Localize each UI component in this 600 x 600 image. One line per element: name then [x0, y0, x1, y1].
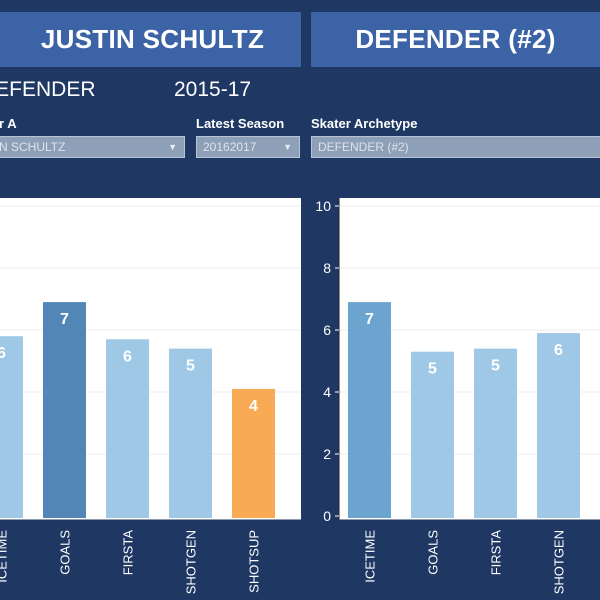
- archetype-filter-label: Skater Archetype: [311, 116, 418, 131]
- archetype-bar: [537, 333, 580, 518]
- chevron-down-icon[interactable]: ▼: [168, 142, 177, 152]
- player-bar: [0, 336, 23, 518]
- player-category-label: SHOTGEN: [184, 530, 199, 594]
- player-bar: [169, 348, 212, 518]
- player-dropdown[interactable]: N SCHULTZ ▼: [0, 136, 185, 158]
- archetype-y-tick-label: 8: [323, 260, 331, 276]
- player-category-label: SHOTSUP: [247, 530, 262, 593]
- player-bar-label: 6: [0, 345, 6, 362]
- season-dropdown[interactable]: 20162017 ▼: [196, 136, 300, 158]
- archetype-y-tick-label: 6: [323, 322, 331, 338]
- player-name-banner: JUSTIN SCHULTZ: [0, 12, 301, 67]
- archetype-dropdown-value: DEFENDER (#2): [318, 140, 409, 154]
- archetype-category-label: SHOTGEN: [552, 530, 567, 594]
- archetype-banner: DEFENDER (#2): [311, 12, 600, 67]
- archetype-title: DEFENDER (#2): [355, 24, 556, 54]
- archetype-bar-label: 5: [491, 358, 500, 375]
- player-bar-label: 5: [186, 358, 195, 375]
- archetype-bar: [348, 302, 391, 518]
- archetype-y-tick-label: 10: [315, 198, 331, 214]
- seasons-text: 2015-17: [174, 78, 252, 101]
- player-category-label: FIRSTA: [121, 530, 136, 576]
- position-text: DEFENDER: [0, 78, 96, 101]
- player-bar-label: 4: [249, 398, 258, 415]
- player-bar-label: 7: [60, 311, 69, 328]
- archetype-bar-label: 6: [554, 342, 563, 359]
- archetype-y-tick-label: 2: [323, 446, 331, 462]
- archetype-y-tick-label: 0: [323, 508, 331, 524]
- chevron-down-icon[interactable]: ▼: [283, 142, 292, 152]
- player-category-label: ICETIME: [0, 530, 10, 583]
- archetype-y-tick-label: 4: [323, 384, 331, 400]
- player-bar-label: 6: [123, 348, 132, 365]
- archetype-dropdown[interactable]: DEFENDER (#2): [311, 136, 600, 158]
- archetype-bar: [411, 351, 454, 518]
- player-category-label: GOALS: [58, 530, 73, 575]
- archetype-category-label: ICETIME: [363, 530, 378, 583]
- player-filter-label: r A: [0, 116, 17, 131]
- archetype-bar-label: 7: [365, 311, 374, 328]
- archetype-category-label: FIRSTA: [489, 530, 504, 576]
- season-dropdown-value: 20162017: [203, 140, 257, 154]
- archetype-bar-label: 5: [428, 361, 437, 378]
- player-bar: [106, 339, 149, 518]
- archetype-category-label: GOALS: [426, 530, 441, 575]
- archetype-bar: [474, 348, 517, 518]
- player-bar: [232, 388, 275, 518]
- player-bar: [43, 302, 86, 518]
- player-name-title: JUSTIN SCHULTZ: [40, 24, 265, 54]
- season-filter-label: Latest Season: [196, 116, 285, 131]
- player-dropdown-value: N SCHULTZ: [0, 140, 66, 154]
